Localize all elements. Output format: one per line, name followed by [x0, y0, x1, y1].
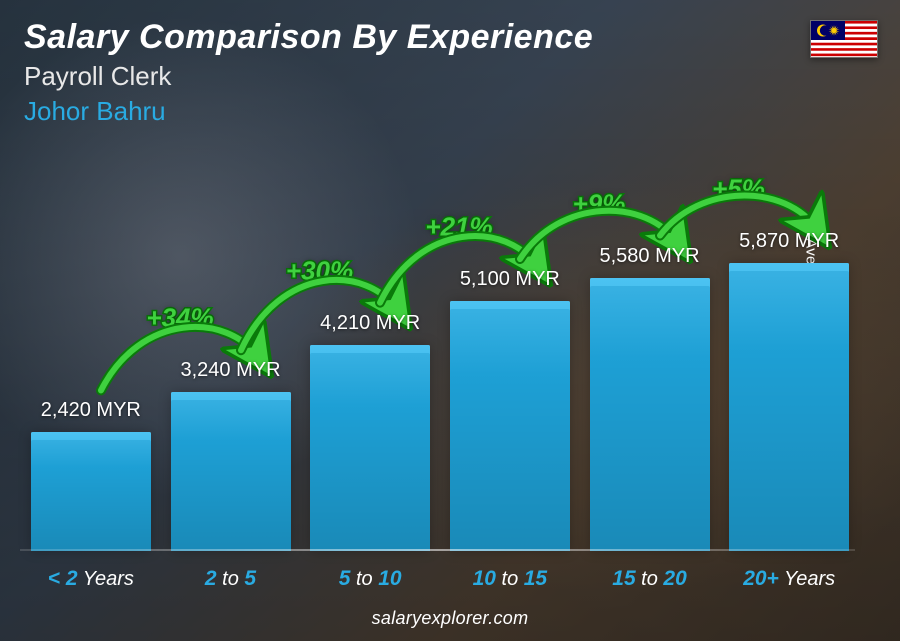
x-tick: 2 to 5 [170, 567, 292, 591]
attribution-text: salaryexplorer.com [0, 608, 900, 629]
bar-value-label: 3,240 MYR [180, 359, 280, 382]
bar-chart: 2,420 MYR3,240 MYR4,210 MYR5,100 MYR5,58… [30, 140, 850, 551]
bar-value-label: 4,210 MYR [320, 312, 420, 335]
subtitle-location: Johor Bahru [24, 96, 593, 127]
x-tick: 5 to 10 [309, 567, 431, 591]
country-flag-icon [810, 20, 878, 58]
bar-slot: 5,100 MYR [449, 140, 571, 551]
title-block: Salary Comparison By Experience Payroll … [24, 18, 593, 127]
subtitle-job: Payroll Clerk [24, 61, 593, 92]
bar-slot: 5,870 MYR [728, 140, 850, 551]
bar: 5,100 MYR [450, 301, 570, 551]
bar-slot: 5,580 MYR [589, 140, 711, 551]
x-tick: 15 to 20 [589, 567, 711, 591]
bar: 4,210 MYR [310, 345, 430, 551]
bar: 3,240 MYR [171, 392, 291, 551]
x-tick: < 2 Years [30, 567, 152, 591]
chart-baseline [20, 549, 855, 551]
bar: 5,580 MYR [590, 278, 710, 551]
bar: 5,870 MYR [729, 263, 849, 551]
bar-slot: 4,210 MYR [309, 140, 431, 551]
x-tick: 20+ Years [728, 567, 850, 591]
main-title: Salary Comparison By Experience [24, 18, 593, 57]
bar-slot: 2,420 MYR [30, 140, 152, 551]
x-tick: 10 to 15 [449, 567, 571, 591]
bar: 2,420 MYR [31, 432, 151, 551]
bar-value-label: 5,870 MYR [739, 230, 839, 253]
x-axis: < 2 Years 2 to 5 5 to 10 10 to 15 15 to 20 20… [30, 567, 850, 591]
infographic-container: Salary Comparison By Experience Payroll … [0, 0, 900, 641]
bar-value-label: 5,580 MYR [599, 245, 699, 268]
bar-slot: 3,240 MYR [170, 140, 292, 551]
bar-value-label: 5,100 MYR [460, 268, 560, 291]
bar-value-label: 2,420 MYR [41, 399, 141, 422]
